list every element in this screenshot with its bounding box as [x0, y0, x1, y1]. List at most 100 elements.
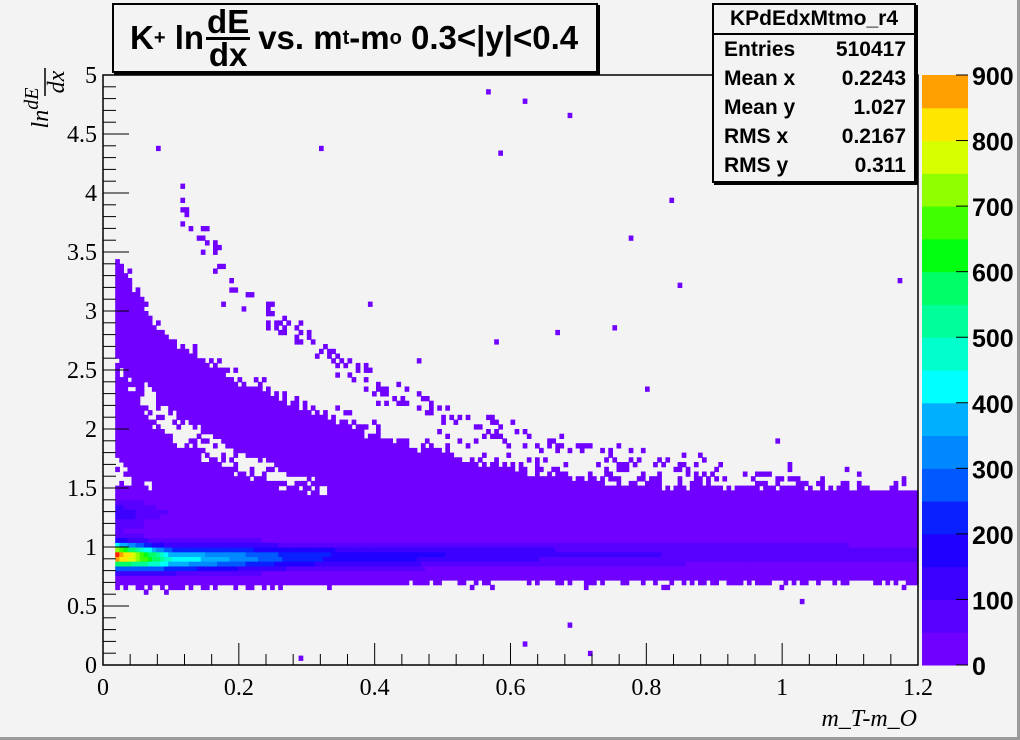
heatmap-cell	[225, 396, 230, 402]
heatmap-cell	[461, 570, 467, 576]
heatmap-cell	[702, 495, 707, 501]
heatmap-cell	[372, 485, 377, 491]
heatmap-cell	[473, 466, 479, 473]
heatmap-cell	[693, 480, 699, 487]
heatmap-cell	[164, 443, 169, 449]
heatmap-cell	[404, 476, 410, 482]
heatmap-cell	[473, 532, 479, 539]
heatmap-cell	[196, 372, 202, 378]
heatmap-cell	[449, 466, 455, 473]
heatmap-cell	[498, 547, 503, 553]
heatmap-cell	[143, 377, 149, 383]
heatmap-cell	[547, 556, 552, 562]
heatmap-cell	[567, 537, 573, 543]
heatmap-cell	[657, 499, 662, 506]
heatmap-cell	[583, 499, 589, 506]
heatmap-cell	[351, 447, 357, 454]
heatmap-cell	[176, 410, 182, 416]
heatmap-cell	[616, 499, 622, 506]
heatmap-cell	[294, 334, 300, 340]
heatmap-cell	[188, 490, 194, 496]
heatmap-cell	[649, 490, 654, 496]
heatmap-cell	[510, 537, 516, 543]
heatmap-cell	[424, 485, 430, 491]
heatmap-cell	[249, 438, 255, 444]
heatmap-cell	[477, 575, 483, 581]
heatmap-cell	[359, 466, 365, 473]
heatmap-cell	[449, 509, 455, 515]
heatmap-cell	[482, 495, 487, 501]
heatmap-cell	[147, 334, 153, 340]
heatmap-cell	[196, 452, 202, 458]
heatmap-cell	[429, 452, 434, 458]
heatmap-cell	[282, 490, 287, 496]
heatmap-cell	[245, 528, 251, 534]
heatmap-cell	[188, 358, 194, 364]
heatmap-cell	[310, 429, 316, 435]
heatmap-cell	[482, 537, 487, 543]
heatmap-cell	[710, 528, 715, 534]
heatmap-cell	[213, 466, 218, 473]
heatmap-cell	[506, 476, 512, 482]
heatmap-cell	[164, 551, 169, 557]
heatmap-cell	[164, 570, 169, 576]
heatmap-cell	[616, 528, 622, 534]
heatmap-cell	[192, 551, 198, 557]
heatmap-cell	[192, 362, 198, 369]
heatmap-cell	[323, 443, 328, 449]
heatmap-cell	[225, 499, 230, 506]
heatmap-cell	[498, 514, 503, 520]
heatmap-cell	[286, 485, 292, 491]
heatmap-cell	[139, 466, 145, 473]
heatmap-cell	[510, 542, 516, 548]
heatmap-cell	[714, 532, 719, 539]
heatmap-cell	[628, 537, 634, 543]
heatmap-cell	[665, 495, 671, 501]
heatmap-cell	[119, 551, 124, 557]
heatmap-cell	[469, 551, 475, 557]
heatmap-cell	[514, 542, 520, 548]
heatmap-cell	[168, 367, 173, 373]
heatmap-cell	[233, 480, 239, 487]
heatmap-cell	[298, 523, 304, 529]
heatmap-cell	[237, 471, 243, 477]
heatmap-cell	[433, 547, 438, 553]
heatmap-cell	[424, 532, 430, 539]
heatmap-cell	[673, 485, 679, 491]
heatmap-cell	[188, 447, 194, 454]
heatmap-cell	[555, 466, 560, 473]
heatmap-cell	[172, 537, 177, 543]
heatmap-cell	[339, 528, 345, 534]
heatmap-cell	[164, 490, 169, 496]
heatmap-cell	[290, 499, 296, 506]
heatmap-cell	[131, 344, 137, 350]
heatmap-cell	[416, 358, 422, 364]
heatmap-cell	[261, 575, 267, 581]
heatmap-cell	[412, 570, 418, 576]
heatmap-cell	[600, 518, 605, 524]
heatmap-cell	[429, 471, 434, 477]
heatmap-cell	[555, 480, 560, 487]
heatmap-cell	[400, 528, 406, 534]
heatmap-cell	[139, 485, 145, 491]
heatmap-cell	[221, 480, 226, 487]
heatmap-cell	[477, 551, 483, 557]
heatmap-cell	[180, 542, 186, 548]
heatmap-cell	[192, 523, 198, 529]
heatmap-cell	[404, 480, 410, 487]
heatmap-cell	[319, 509, 324, 515]
heatmap-cell	[229, 471, 234, 477]
heatmap-cell	[209, 485, 214, 491]
heatmap-cell	[710, 514, 715, 520]
heatmap-cell	[677, 495, 683, 501]
heatmap-cell	[437, 528, 442, 534]
heatmap-cell	[559, 514, 565, 520]
heatmap-cell	[351, 499, 357, 506]
heatmap-cell	[384, 509, 389, 515]
heatmap-cell	[563, 476, 569, 482]
heatmap-cell	[217, 466, 222, 473]
heatmap-cell	[298, 499, 304, 506]
heatmap-cell	[710, 575, 715, 581]
heatmap-cell	[237, 410, 243, 416]
heatmap-cell	[372, 499, 377, 506]
